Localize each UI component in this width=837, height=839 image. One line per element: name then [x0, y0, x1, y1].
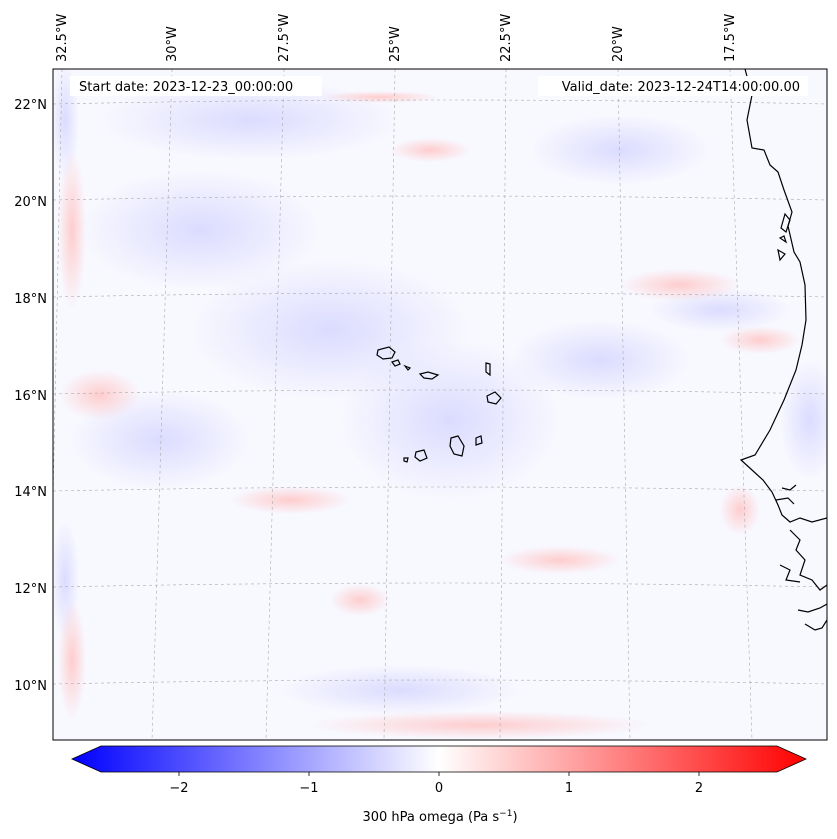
island-sao-nicolau — [418, 371, 440, 380]
valid-date-text: Valid_date: 2023-12-24T14:00:00.00 — [562, 80, 800, 95]
colorbar-tick-label: 0 — [435, 781, 443, 796]
island-sao-vicente — [391, 359, 401, 367]
lon-label-17-5w: 17.5°W — [723, 14, 738, 62]
lon-label-30w: 30°W — [165, 26, 180, 62]
lon-label-20w: 20°W — [611, 26, 626, 62]
latitude-labels: 22°N 20°N 18°N 16°N 14°N 12°N 10°N — [14, 98, 47, 694]
colorbar-bar — [71, 745, 807, 773]
lat-label-14n: 14°N — [14, 485, 47, 500]
colorbar-tick-label: 2 — [695, 781, 703, 796]
graticule — [53, 69, 827, 740]
start-date-text: Start date: 2023-12-23_00:00:00 — [79, 80, 293, 95]
valid-date-box — [538, 76, 808, 96]
lat-label-10n: 10°N — [14, 679, 47, 694]
island-maio — [475, 435, 483, 446]
lon-label-32-5w: 32.5°W — [55, 14, 70, 62]
lon-label-22-5w: 22.5°W — [499, 14, 514, 62]
map-frame — [52, 68, 828, 741]
longitude-labels: 32.5°W 30°W 27.5°W 25°W 22.5°W 20°W 17.5… — [55, 14, 738, 62]
island-santiago — [449, 435, 465, 457]
island-boa-vista — [486, 391, 502, 405]
colorbar-label: 300 hPa omega (Pa s−1) — [362, 809, 517, 825]
start-date-box — [70, 76, 322, 96]
lon-label-25w: 25°W — [388, 26, 403, 62]
lat-label-12n: 12°N — [14, 582, 47, 597]
map-panel — [52, 68, 828, 741]
lat-label-20n: 20°N — [14, 195, 47, 210]
omega-field — [53, 69, 827, 739]
cape-verde-islands — [376, 346, 502, 463]
lat-label-18n: 18°N — [14, 292, 47, 307]
lon-label-27-5w: 27.5°W — [277, 14, 292, 62]
lat-label-16n: 16°N — [14, 389, 47, 404]
colorbar: −2 −1 0 1 2 300 hPa omega (Pa s−1) — [71, 745, 807, 825]
colorbar-tick-label: −2 — [169, 781, 188, 796]
colorbar-tick-label: 1 — [565, 781, 573, 796]
island-santa-luzia — [403, 364, 412, 371]
colorbar-ticks: −2 −1 0 1 2 — [169, 772, 703, 796]
island-brava — [403, 457, 409, 463]
island-santo-antao — [376, 346, 396, 360]
lat-label-22n: 22°N — [14, 98, 47, 113]
coastline — [739, 69, 827, 631]
island-fogo — [414, 449, 428, 462]
colorbar-tick-label: −1 — [299, 781, 318, 796]
island-sal — [485, 362, 491, 377]
